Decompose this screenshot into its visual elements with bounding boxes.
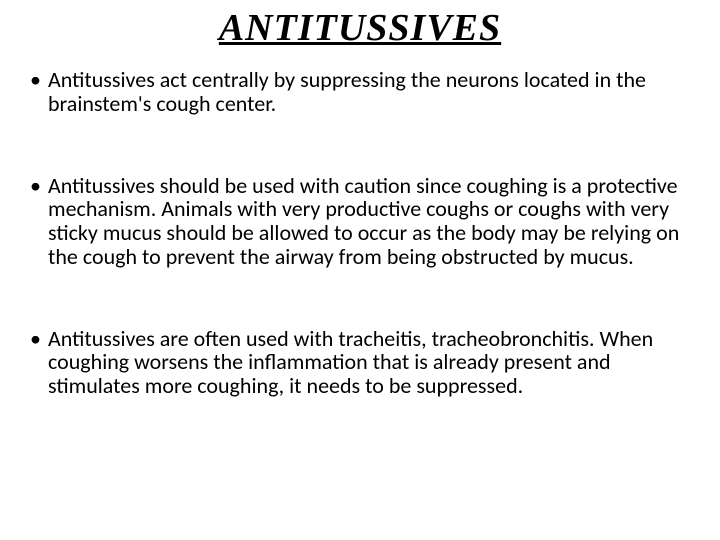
list-item: Antitussives are often used with trachei… <box>26 327 702 398</box>
slide-container: ANTITUSSIVES Antitussives act centrally … <box>0 0 720 540</box>
list-item: Antitussives act centrally by suppressin… <box>26 68 702 116</box>
page-title: ANTITUSSIVES <box>18 6 702 50</box>
bullet-list: Antitussives act centrally by suppressin… <box>18 68 702 398</box>
list-item: Antitussives should be used with caution… <box>26 174 702 269</box>
